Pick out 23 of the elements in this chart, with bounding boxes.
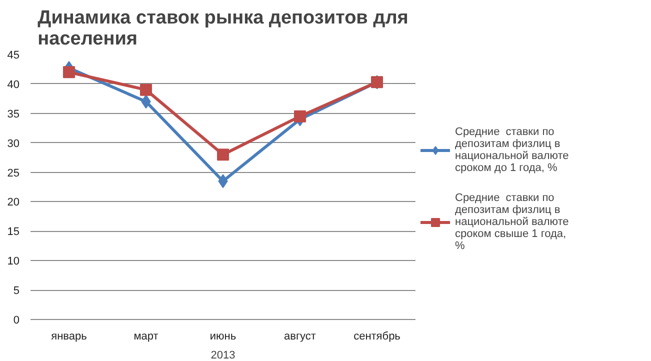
y-tick-label: 20 — [7, 196, 20, 209]
y-tick-label: 15 — [7, 226, 20, 238]
x-tick-label: август — [284, 330, 316, 342]
y-tick-label: 25 — [7, 167, 20, 180]
y-tick-label: 45 — [7, 50, 20, 62]
y-tick-label: 5 — [13, 285, 20, 298]
x-tick-label: сентябрь — [354, 330, 401, 342]
x-tick-label: июнь — [210, 330, 236, 342]
point — [63, 66, 75, 78]
legend-label: Средние ставки по депозитам физлиц в национальной валюте сроком до 1 года, % — [455, 124, 569, 176]
y-tick-label: 40 — [7, 78, 20, 91]
y-tick-label: 30 — [7, 138, 20, 150]
x-tick-label: март — [134, 330, 158, 342]
legend-label: Средние ставки по депозитам физлиц в национальной валюте сроком свыше 1 года, % — [455, 192, 569, 252]
chart-title: Динамика ставок рынка депозитов для населения — [38, 8, 408, 50]
point — [140, 84, 152, 96]
x-tick-label: январь — [51, 330, 88, 342]
x-axis-title: 2013 — [210, 350, 236, 361]
y-tick-label: 0 — [13, 314, 20, 326]
y-tick-label: 10 — [7, 256, 20, 268]
point — [294, 110, 306, 122]
y-tick-label: 35 — [7, 108, 20, 120]
point — [217, 148, 229, 161]
